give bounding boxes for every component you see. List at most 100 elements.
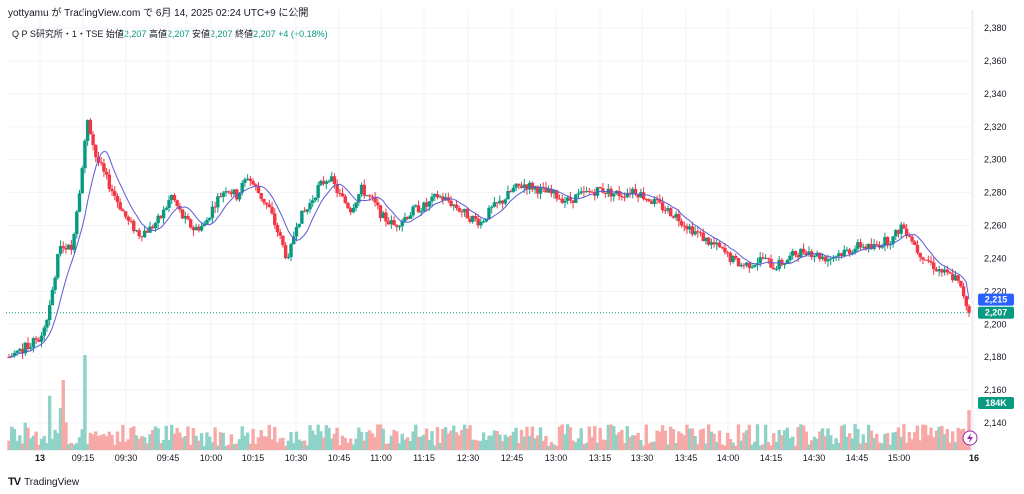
volume-bar xyxy=(324,425,328,450)
candle-body xyxy=(61,246,65,248)
candle-body xyxy=(452,204,456,206)
candle-body xyxy=(579,191,583,194)
candle-body xyxy=(132,221,136,232)
candle-body xyxy=(753,265,757,267)
candle-body xyxy=(367,195,372,197)
candle-body xyxy=(207,217,212,220)
candle-body xyxy=(321,180,326,184)
candle-body xyxy=(15,350,19,353)
ma-line xyxy=(8,150,970,358)
candle-body xyxy=(245,178,250,180)
candle-body xyxy=(316,185,320,198)
volume-bar xyxy=(118,441,122,450)
price-badges: 2,215 2,207 184K xyxy=(962,293,1014,446)
volume-bar xyxy=(408,440,413,450)
candle-body xyxy=(522,184,526,188)
candle-body xyxy=(796,254,800,258)
candle-body xyxy=(633,188,638,195)
candle-body xyxy=(462,208,467,212)
lightning-icon[interactable] xyxy=(962,430,978,446)
candle-body xyxy=(18,348,22,351)
volume-bar xyxy=(188,444,193,450)
candle-body xyxy=(134,230,139,232)
candle-body xyxy=(381,212,385,219)
volume-bar xyxy=(243,435,247,450)
volume-bar xyxy=(685,424,689,450)
candle-body xyxy=(424,202,429,207)
candle-body xyxy=(438,196,442,198)
volume-bar xyxy=(872,437,876,450)
volume-bar xyxy=(72,444,76,450)
candle-body xyxy=(264,202,269,205)
volume-bar xyxy=(544,435,548,450)
volume-bar xyxy=(490,435,494,450)
volume-bar xyxy=(614,434,619,450)
y-tick-label: 2,280 xyxy=(984,188,1007,198)
candle-body xyxy=(530,182,535,190)
volume-bar xyxy=(53,429,57,450)
candle-body xyxy=(628,192,632,194)
x-tick-label: 13:45 xyxy=(675,453,698,463)
candle-body xyxy=(441,196,445,201)
volume-bar xyxy=(270,439,274,450)
volume-bar xyxy=(701,428,705,450)
candle-body xyxy=(563,200,567,203)
candle-body xyxy=(256,186,261,194)
candle-body xyxy=(156,215,160,224)
volume-bar xyxy=(723,445,727,450)
volume-bar xyxy=(221,432,225,450)
volume-bar xyxy=(405,437,410,450)
candle-body xyxy=(961,286,966,297)
volume-bar xyxy=(536,435,540,450)
candle-body xyxy=(671,216,676,218)
symbol-name: Q P S研究所・1・TSE xyxy=(12,29,104,39)
volume-bar xyxy=(395,431,399,450)
x-tick-label: 14:15 xyxy=(760,453,783,463)
candle-body xyxy=(278,232,282,236)
candle-body xyxy=(791,251,795,256)
candle-body xyxy=(872,244,876,250)
candle-body xyxy=(243,179,247,183)
volume-bar xyxy=(731,442,735,450)
volume-bar xyxy=(598,427,602,450)
candle-body xyxy=(405,217,410,219)
volume-bar xyxy=(869,430,874,450)
volume-bar xyxy=(197,440,201,450)
candle-body xyxy=(533,186,537,190)
volume-bar xyxy=(603,439,608,450)
volume-bar xyxy=(891,432,895,450)
x-tick-label: 13 xyxy=(35,453,45,463)
tradingview-logo[interactable]: TV TradingView xyxy=(8,476,79,488)
candle-body xyxy=(693,231,697,235)
volume-bar xyxy=(593,426,597,450)
candle-body xyxy=(690,226,695,235)
volume-bar xyxy=(273,426,277,450)
volume-bar xyxy=(720,444,724,450)
candle-body xyxy=(576,193,581,195)
candle-body xyxy=(565,197,570,201)
y-tick-label: 2,140 xyxy=(984,418,1007,428)
volume-bar xyxy=(799,424,803,450)
candle-body xyxy=(720,247,724,249)
volume-bar xyxy=(609,424,613,450)
high-value: 2,207 xyxy=(166,29,190,39)
volume-bar xyxy=(525,426,529,450)
volume-bar xyxy=(476,440,480,450)
candle-body xyxy=(508,191,513,193)
volume-bar xyxy=(508,435,513,450)
volume-bar xyxy=(704,443,708,450)
volume-bar xyxy=(348,438,353,450)
candle-body xyxy=(202,223,206,227)
volume-bar xyxy=(471,439,475,450)
volume-bar xyxy=(123,441,128,450)
volume-bar xyxy=(351,444,356,450)
volume-bar xyxy=(725,432,730,450)
candle-body xyxy=(153,223,158,229)
volume-bar xyxy=(80,429,84,450)
volume-bar xyxy=(357,427,361,450)
candle-body xyxy=(712,242,716,245)
x-tick-label: 14:45 xyxy=(846,453,869,463)
volume-bar xyxy=(839,426,844,450)
candle-body xyxy=(58,246,63,254)
